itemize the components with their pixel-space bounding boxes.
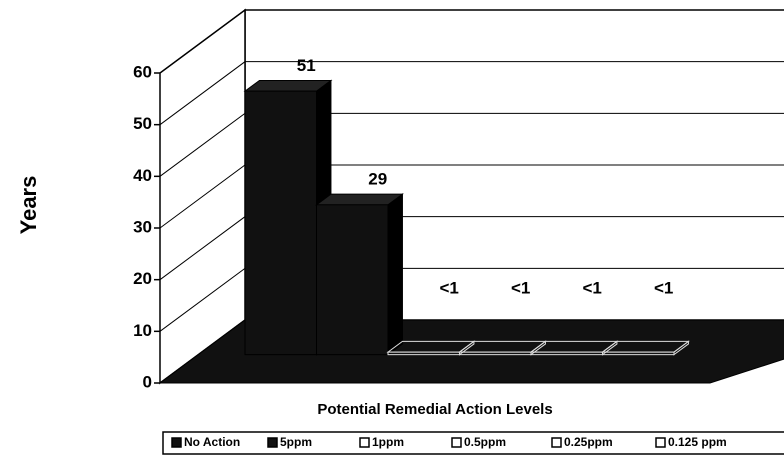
legend-swatch: [171, 437, 182, 448]
legend-label: 0.5ppm: [464, 435, 506, 449]
legend-swatch: [655, 437, 666, 448]
value-label: 51: [297, 56, 316, 75]
grid-line: [159, 61, 784, 126]
bar: [316, 204, 389, 356]
legend-swatch: [451, 437, 462, 448]
legend-swatch: [551, 437, 562, 448]
y-tick-label: 0: [143, 372, 152, 391]
bar: [602, 351, 675, 356]
bar: [244, 90, 317, 356]
legend-label: 5ppm: [280, 435, 312, 449]
legend-swatch: [359, 437, 370, 448]
bar-side: [387, 193, 403, 356]
grid-line: [159, 9, 784, 74]
legend-box: [162, 431, 784, 455]
y-tick-label: 10: [133, 321, 152, 340]
value-label: <1: [583, 278, 602, 297]
legend-label: 1ppm: [372, 435, 404, 449]
bar-top: [243, 79, 333, 92]
y-tick-label: 50: [133, 114, 152, 133]
y-tick-label: 20: [133, 269, 152, 288]
legend-swatch: [267, 437, 278, 448]
value-label: <1: [654, 278, 673, 297]
legend-label: No Action: [184, 435, 240, 449]
y-tick-label: 60: [133, 62, 152, 81]
legend-label: 0.125 ppm: [668, 435, 727, 449]
value-label: 29: [368, 170, 387, 189]
x-axis-label: Potential Remedial Action Levels: [317, 401, 552, 418]
y-tick-label: 40: [133, 166, 152, 185]
y-axis-label: Years: [16, 176, 41, 235]
value-label: <1: [440, 278, 459, 297]
y-tick-label: 30: [133, 217, 152, 236]
value-label: <1: [511, 278, 530, 297]
bar-top: [314, 193, 404, 206]
legend-label: 0.25ppm: [564, 435, 613, 449]
